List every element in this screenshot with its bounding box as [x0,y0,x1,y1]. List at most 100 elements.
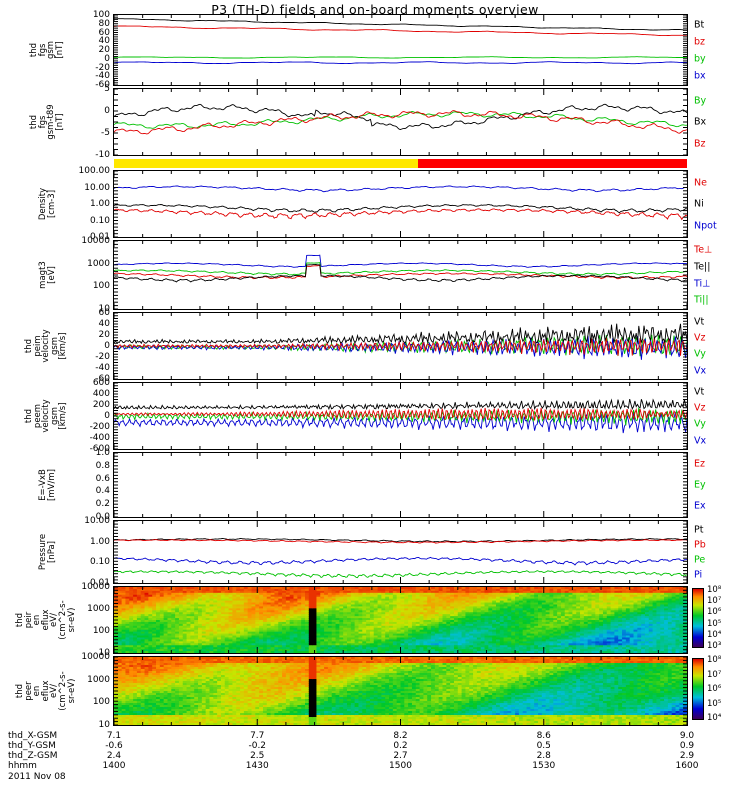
y-axis-label: E=-VxB [mV/m] [38,469,57,501]
y-tick-label: 10 [98,648,110,658]
legend-item-by: By [694,95,707,107]
colorbar-tick-label: 10⁴ [707,629,722,640]
y-axis-label-line: [nT] [54,113,65,131]
legend-item-bz: Bz [694,138,706,150]
y-axis-label-line: thd [28,114,39,130]
y-tick-label: 1.00 [89,199,110,209]
y-axis-label-line: [nPa] [46,541,57,563]
y-tick-label: 1000 [87,258,110,269]
legend-item-ti: Ti⊥ [694,278,711,290]
x-axis-value: 2.7 [393,751,408,761]
colorbar-tick-label: 10⁶ [707,684,722,694]
x-axis-value: 2.4 [106,751,122,761]
y-tick-label: 20 [98,330,110,340]
y-axis-label: thd peer en eflux eV/(cm^2-s-sr-eV) [15,671,77,710]
panel-fgs-gsm [113,14,688,86]
x-axis-value: -0.2 [248,741,267,751]
y-axis-label: thd peem velocity gsm [km/s] [24,399,69,432]
panel-magt3 [113,240,688,310]
x-axis-value: 7.7 [250,731,265,741]
y-axis-label: thd peir en eflux eV/(cm^2-s-sr-eV) [15,600,77,639]
x-axis-row-label: thd_Y-GSM [8,741,56,751]
panel-pressure [113,520,688,584]
legend-item-bx: bx [694,70,706,82]
panel-efield [113,452,688,518]
y-tick-label: 200 [92,400,110,410]
y-tick-label: -40 [95,363,110,373]
y-tick-label: 10.00 [84,182,110,193]
y-tick-label: 0 [104,53,110,64]
y-tick-label: 0 [104,411,110,421]
y-tick-label: 1.0 [95,448,110,458]
y-tick-label: 10.00 [84,516,110,526]
y-axis-label: thd peim velocity gsm [km/s] [24,329,69,362]
x-axis-value: 8.6 [536,731,551,741]
y-tick-label: 0 [104,341,110,351]
y-axis-label-line: [km/s] [58,402,69,430]
legend-item-bz: bz [694,36,706,48]
y-axis-label: Density [cm-3] [38,188,57,220]
y-tick-label: 1000 [87,674,110,685]
x-axis-value: 1500 [389,761,412,771]
y-tick-label: 40 [98,36,110,47]
legend-item-vx: Vx [694,435,707,447]
y-tick-label: -200 [89,422,110,432]
colorbar-tick-label: 10⁵ [707,698,722,709]
y-tick-label: 0.4 [95,486,110,497]
y-axis-label-line: [eV] [46,266,57,284]
x-axis-row-label: thd_Z-GSM [8,751,58,761]
x-axis-value: 0.5 [536,741,551,751]
colorbar-peir-eflux [692,588,704,648]
y-tick-label: 10000 [81,652,110,662]
y-axis-label-line: sr-eV) [66,678,77,704]
legend-item-te: Te⊥ [694,244,713,256]
legend-item-bx: Bx [694,116,707,128]
x-axis-value: 0.9 [679,741,695,751]
colorbar-tick-label: 10³ [707,641,722,651]
y-tick-label: 10 [98,304,110,314]
y-tick-label: 0.8 [95,460,110,471]
status-segment [417,159,687,168]
y-tick-label: 60 [98,308,110,318]
x-axis-value: 0.2 [393,741,408,751]
y-tick-label: -60 [95,80,110,90]
status-segment [114,159,418,168]
status-bar [114,159,687,168]
y-axis-label: Pressure [nPa] [38,534,57,570]
y-tick-label: -40 [95,71,110,82]
y-tick-label: 100.00 [78,166,111,176]
panel-peim-velocity [113,312,688,380]
x-axis-value: 1530 [532,761,556,771]
x-axis-row-label: thd_X-GSM [8,731,58,741]
y-axis-label-line: [cm-3] [46,189,57,219]
y-tick-label: 60 [98,27,110,38]
legend-item-ey: Ey [694,479,706,491]
y-axis-label-line: [km/s] [58,332,69,360]
panel-peir-eflux [113,586,688,654]
y-tick-label: 0 [104,106,110,116]
legend-item-pb: Pb [694,539,706,551]
legend-item-pe: Pe [694,554,706,566]
legend-item-te: Te|| [694,261,711,273]
y-axis-label: thd fgs gsm-t89 [nT] [28,104,65,139]
y-tick-label: -60 [95,374,110,384]
legend-item-vz: Vz [694,332,706,344]
y-tick-label: 400 [92,389,110,399]
y-tick-label: -5 [101,128,110,138]
y-tick-label: -20 [95,62,110,73]
colorbar-peer-eflux [692,658,704,720]
legend-item-vx: Vx [694,365,707,377]
y-tick-label: 10 [98,720,110,730]
y-tick-label: 0.0 [95,512,110,522]
y-tick-label: 0.01 [89,232,110,242]
y-tick-label: -10 [95,150,110,160]
x-axis-value: 1600 [675,761,699,771]
y-tick-label: 40 [98,319,110,329]
x-axis-value: -0.6 [105,741,123,751]
colorbar-tick-label: 10⁴ [707,713,722,723]
y-tick-label: 5 [104,84,110,94]
x-axis-value: 9.0 [679,731,695,741]
y-tick-label: 100 [92,281,110,292]
x-axis-value: 8.2 [393,731,408,741]
y-tick-label: 100 [92,626,110,636]
